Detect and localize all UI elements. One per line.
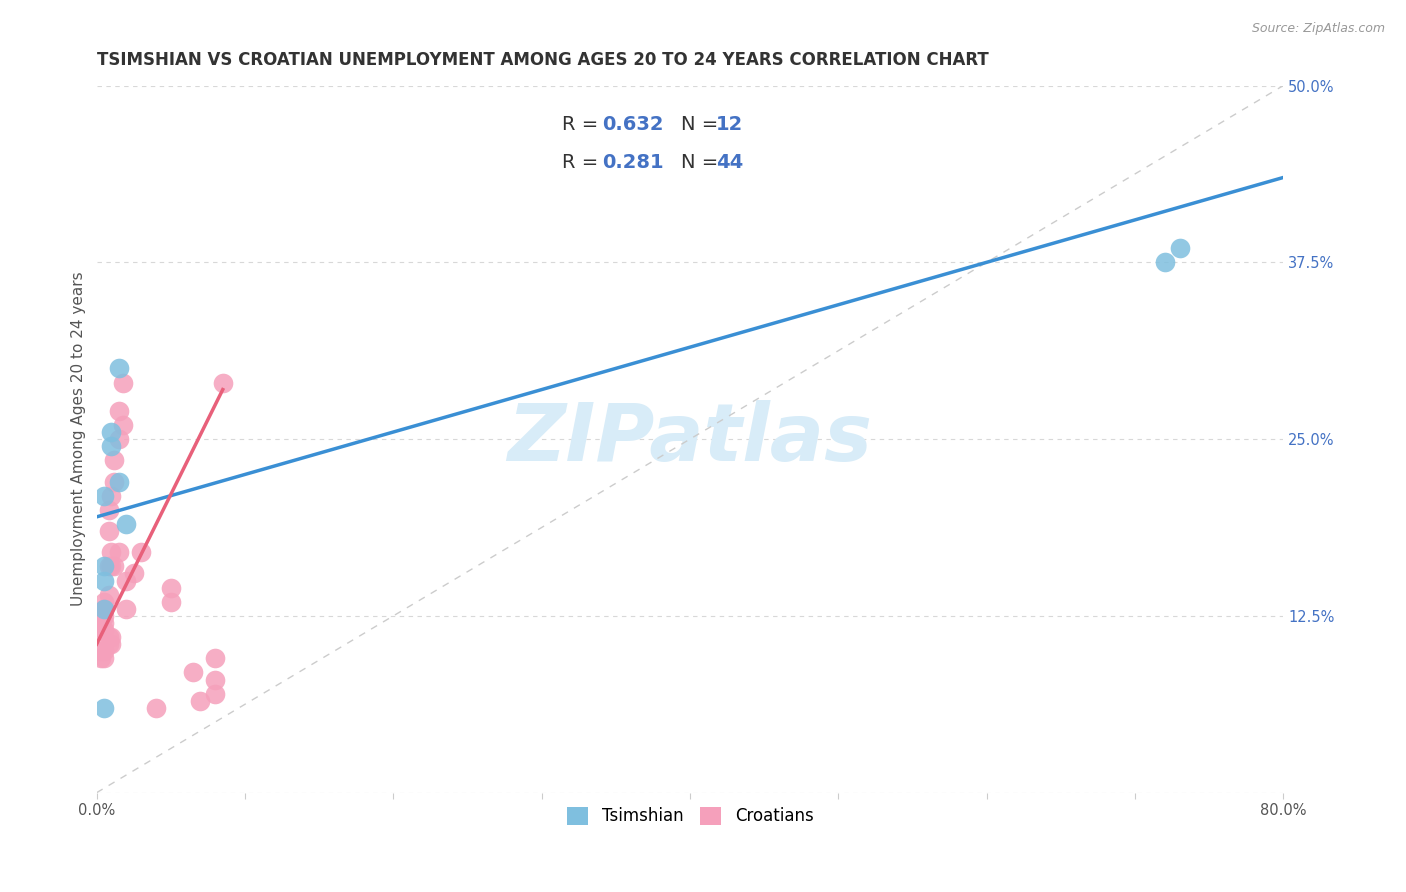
Point (100, 630, 122, 644)
Point (204, 673, 226, 687)
Point (90, 644, 112, 658)
Point (97, 637, 120, 651)
Point (100, 425, 122, 439)
Text: R =: R = (562, 153, 605, 171)
Point (97, 588, 120, 602)
Point (97, 630, 120, 644)
Point (97, 524, 120, 538)
Point (204, 687, 226, 701)
Point (108, 361, 131, 376)
Point (159, 581, 181, 595)
Point (115, 516, 138, 531)
Text: 0.632: 0.632 (602, 115, 664, 134)
Text: Source: ZipAtlas.com: Source: ZipAtlas.com (1251, 22, 1385, 36)
Point (211, 376, 233, 390)
Point (190, 694, 212, 708)
Point (181, 665, 204, 680)
Point (129, 545, 152, 559)
Point (93, 559, 115, 574)
Point (93, 615, 115, 630)
Text: 0.281: 0.281 (602, 153, 664, 171)
Point (103, 559, 125, 574)
Point (1153, 255, 1175, 269)
Point (90, 623, 112, 637)
Point (103, 453, 125, 467)
Point (93, 602, 115, 616)
Point (93, 595, 115, 609)
Text: ZIPatlas: ZIPatlas (508, 401, 873, 478)
Point (159, 595, 181, 609)
Text: N =: N = (681, 153, 724, 171)
Point (112, 376, 135, 390)
Point (122, 566, 145, 581)
Text: N =: N = (681, 115, 724, 134)
Point (103, 475, 125, 489)
Text: TSIMSHIAN VS CROATIAN UNEMPLOYMENT AMONG AGES 20 TO 24 YEARS CORRELATION CHART: TSIMSHIAN VS CROATIAN UNEMPLOYMENT AMONG… (97, 51, 988, 69)
Point (97, 559, 120, 574)
Point (112, 417, 135, 432)
Point (115, 574, 138, 588)
Point (100, 559, 122, 574)
Point (204, 651, 226, 665)
Point (108, 545, 131, 559)
Point (100, 545, 122, 559)
Point (93, 574, 115, 588)
Text: 44: 44 (716, 153, 744, 171)
Point (115, 602, 138, 616)
Point (108, 475, 131, 489)
Point (93, 700, 115, 714)
Point (93, 602, 115, 616)
Point (97, 503, 120, 517)
Point (90, 608, 112, 623)
Point (90, 615, 112, 630)
Point (93, 608, 115, 623)
Point (93, 489, 115, 503)
Point (1168, 241, 1191, 255)
Text: R =: R = (562, 115, 605, 134)
Point (108, 432, 131, 446)
Point (100, 637, 122, 651)
Point (93, 644, 115, 658)
Point (100, 439, 122, 453)
Text: 12: 12 (716, 115, 744, 134)
Point (108, 404, 131, 418)
Legend: Tsimshian, Croatians: Tsimshian, Croatians (558, 798, 823, 834)
Point (145, 700, 167, 714)
Point (93, 651, 115, 665)
Point (90, 651, 112, 665)
Y-axis label: Unemployment Among Ages 20 to 24 years: Unemployment Among Ages 20 to 24 years (72, 272, 86, 607)
Point (100, 489, 122, 503)
Point (93, 623, 115, 637)
